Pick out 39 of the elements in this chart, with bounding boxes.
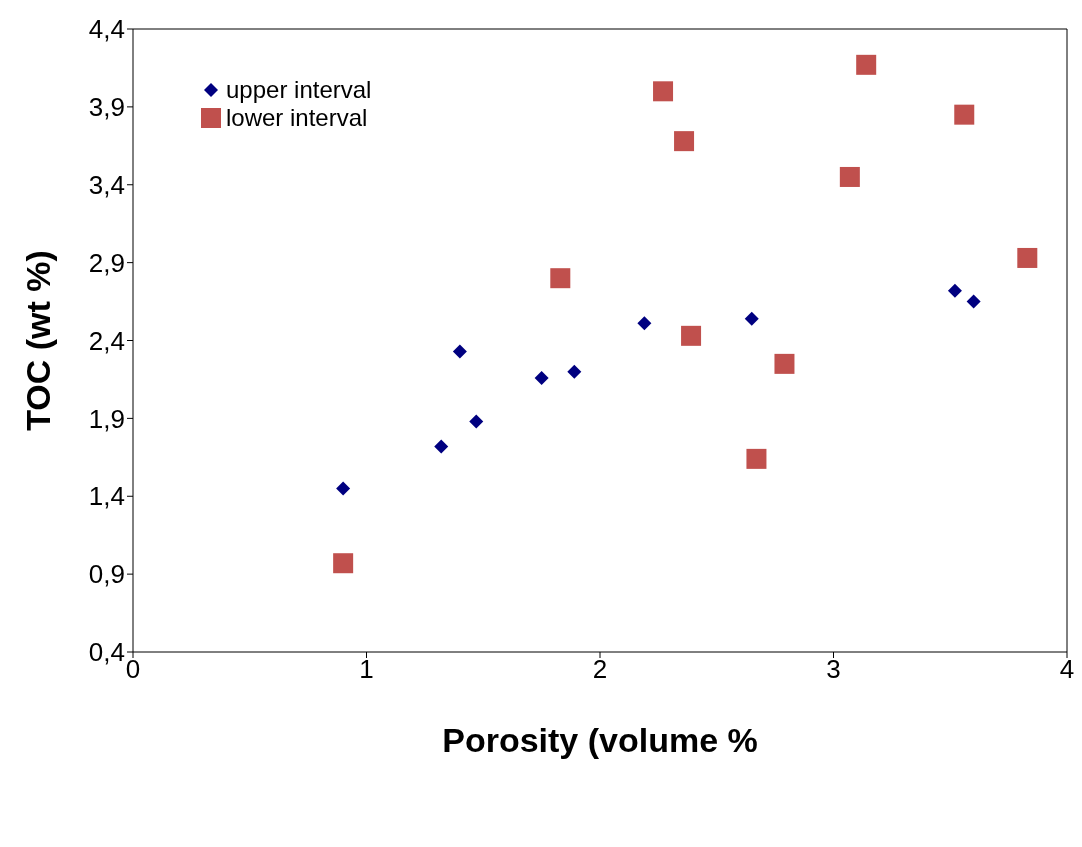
y-tick-label: 4,4 — [88, 14, 125, 45]
x-tick-label: 1 — [359, 654, 374, 685]
y-tick-label: 2,4 — [88, 325, 125, 356]
point — [550, 268, 571, 289]
y-tick-label: 3,9 — [88, 92, 125, 123]
x-tick-label: 4 — [1059, 654, 1075, 685]
point — [966, 294, 981, 309]
point — [637, 316, 652, 331]
point — [674, 131, 695, 152]
y-tick-label: 2,9 — [88, 247, 125, 278]
x-tick-label: 0 — [125, 654, 141, 685]
x-tick-label: 2 — [592, 654, 608, 685]
point — [1017, 247, 1038, 268]
point — [954, 104, 975, 125]
point — [681, 325, 702, 346]
point — [534, 370, 549, 385]
y-tick-label: 0,9 — [88, 559, 125, 590]
y-tick-label: 1,4 — [88, 481, 125, 512]
legend-label: lower interval — [226, 104, 368, 132]
y-tick-label: 0,4 — [88, 637, 125, 668]
point — [744, 311, 759, 326]
x-tick-label: 3 — [826, 654, 841, 685]
point — [947, 283, 962, 298]
x-axis-title: Porosity (volume % — [442, 721, 758, 759]
point — [567, 364, 582, 379]
point — [434, 439, 449, 454]
y-tick-label: 3,4 — [88, 169, 125, 200]
point — [469, 414, 484, 429]
point — [333, 553, 354, 574]
point — [839, 166, 860, 187]
point — [336, 481, 351, 496]
point — [774, 353, 795, 374]
y-axis-title: TOC (wt %) — [19, 250, 58, 431]
point — [452, 344, 467, 359]
y-tick-label: 1,9 — [88, 403, 125, 434]
point — [746, 448, 767, 469]
legend-label: upper interval — [226, 76, 372, 104]
point — [856, 54, 877, 75]
point — [653, 81, 674, 102]
